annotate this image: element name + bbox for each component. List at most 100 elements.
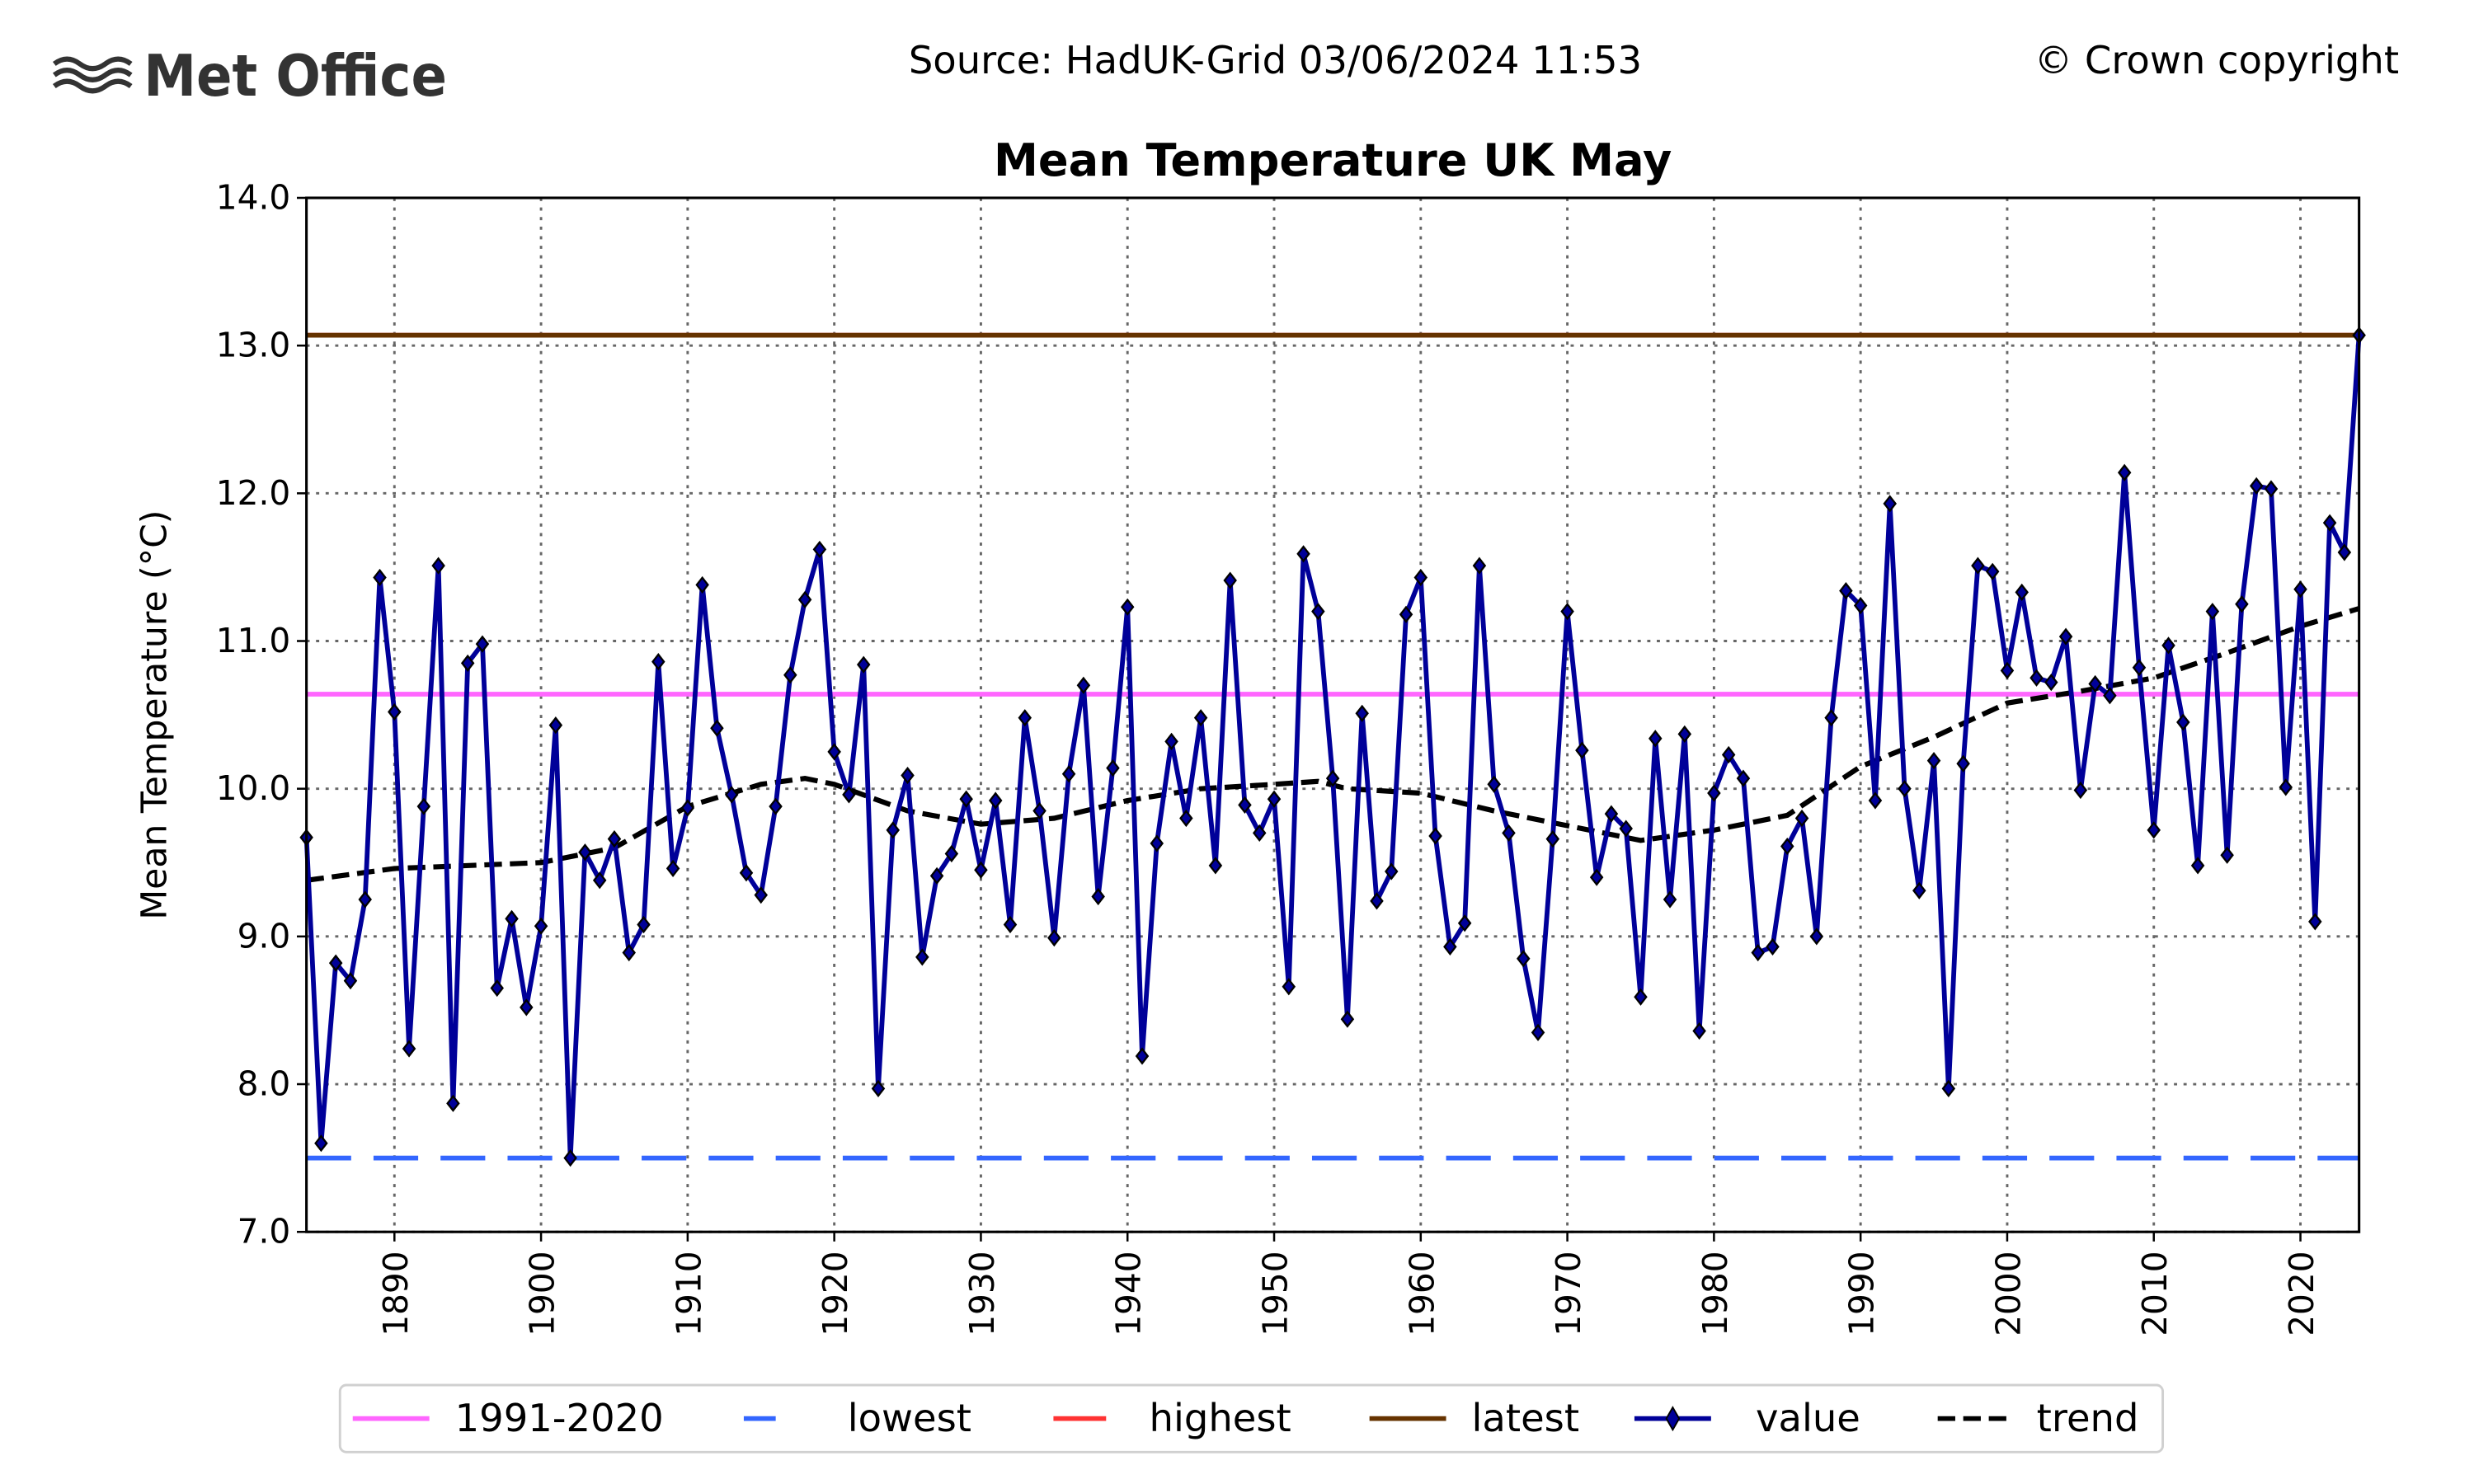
value-point	[490, 979, 504, 998]
value-point	[959, 790, 973, 808]
value-point	[2161, 636, 2175, 655]
value-point	[1179, 809, 1193, 828]
value-point	[2322, 514, 2337, 532]
value-point	[2190, 857, 2205, 875]
value-point	[1282, 978, 1296, 996]
value-point	[2308, 913, 2322, 931]
value-point	[343, 972, 358, 990]
value-point	[1135, 1047, 1150, 1065]
value-point	[1120, 598, 1135, 616]
x-tick-label: 1940	[1109, 1251, 1149, 1336]
value-point	[1809, 928, 1824, 946]
value-point	[1311, 603, 1325, 621]
value-point	[1926, 752, 1941, 770]
y-tick-label: 7.0	[238, 1212, 291, 1252]
value-line	[303, 335, 2362, 1161]
value-point	[388, 702, 402, 721]
svg-text:value: value	[1756, 1396, 1860, 1440]
value-point	[1794, 809, 1809, 828]
value-point	[1941, 1079, 1956, 1097]
source-text: Source: HadUK-Grid 03/06/2024 11:53	[909, 38, 1642, 82]
legend: 1991-2020 lowest highest latest value tr…	[338, 1383, 2165, 1453]
svg-text:lowest: lowest	[848, 1396, 971, 1440]
value-point	[1150, 834, 1164, 852]
value-point	[1751, 943, 1765, 962]
svg-text:highest: highest	[1150, 1396, 1291, 1440]
value-series	[299, 326, 2366, 1167]
value-point	[505, 909, 519, 928]
chart-title: Mean Temperature UK May	[994, 134, 1672, 186]
value-point	[2220, 846, 2234, 864]
value-point	[1340, 1010, 1355, 1028]
x-tick-label: 2000	[1988, 1251, 2028, 1336]
value-point	[1208, 857, 1223, 875]
y-tick-label: 8.0	[238, 1064, 291, 1104]
value-point	[1692, 1021, 1706, 1040]
value-point	[1912, 881, 1926, 899]
value-point	[1502, 824, 1516, 843]
value-point	[724, 786, 739, 804]
value-point	[1370, 892, 1384, 910]
value-point	[1106, 758, 1120, 777]
value-point	[328, 954, 343, 972]
value-point	[520, 998, 534, 1017]
value-point	[1956, 754, 1970, 773]
y-tick-label: 11.0	[216, 621, 290, 660]
x-tick-label: 1990	[1842, 1251, 1882, 1336]
value-point	[1766, 937, 1780, 956]
value-point	[1076, 676, 1091, 694]
value-point	[446, 1094, 460, 1112]
value-point	[607, 829, 622, 848]
value-point	[2132, 659, 2147, 677]
value-point	[548, 716, 563, 735]
legend-item-highest: highest	[1053, 1396, 1291, 1440]
x-tick-label: 1980	[1696, 1251, 1735, 1336]
value-point	[827, 743, 841, 761]
value-point	[1677, 725, 1692, 743]
value-point	[2015, 583, 2029, 601]
value-point	[1061, 765, 1076, 783]
value-point	[1047, 929, 1061, 947]
logo-text: Met Office	[143, 43, 447, 110]
value-point	[534, 917, 548, 935]
y-tick-label: 9.0	[238, 916, 291, 956]
value-point	[1193, 709, 1208, 727]
x-tick-label: 1930	[962, 1251, 1002, 1336]
value-point	[1296, 545, 1310, 563]
value-point	[402, 1040, 416, 1058]
legend-item-latest: latest	[1369, 1396, 1580, 1440]
y-tick-label: 10.0	[216, 768, 290, 808]
svg-text:trend: trend	[2037, 1396, 2139, 1440]
value-point	[710, 719, 724, 737]
x-tick-label: 1910	[669, 1251, 708, 1336]
value-point	[1091, 887, 1105, 906]
x-tick-label: 2010	[2135, 1251, 2175, 1336]
value-point	[901, 766, 915, 785]
value-point	[314, 1134, 328, 1153]
value-point	[1018, 709, 1032, 727]
reference-lines	[306, 332, 2359, 1161]
value-point	[1238, 796, 1252, 814]
value-point	[944, 844, 959, 863]
value-point	[1853, 596, 1868, 615]
value-point	[1399, 605, 1413, 623]
svg-text:latest: latest	[1472, 1396, 1580, 1440]
value-point	[1517, 950, 1531, 968]
y-axis: 7.0 8.0 9.0 10.0 11.0 12.0 13.0 14.0	[216, 178, 307, 1252]
y-tick-label: 14.0	[216, 178, 290, 218]
y-tick-label: 12.0	[216, 473, 290, 513]
value-point	[1252, 824, 1267, 843]
legend-item-baseline: 1991-2020	[352, 1396, 664, 1440]
value-point	[1839, 581, 1853, 600]
x-tick-label: 1890	[376, 1251, 416, 1336]
value-point	[1824, 709, 1838, 727]
value-point	[2073, 781, 2088, 800]
value-point	[1384, 862, 1399, 881]
value-point	[769, 797, 783, 815]
value-point	[2088, 674, 2102, 693]
value-point	[431, 556, 445, 575]
value-point	[871, 1079, 886, 1097]
value-point	[680, 799, 695, 817]
value-point	[1883, 495, 1897, 513]
value-point	[886, 821, 901, 839]
